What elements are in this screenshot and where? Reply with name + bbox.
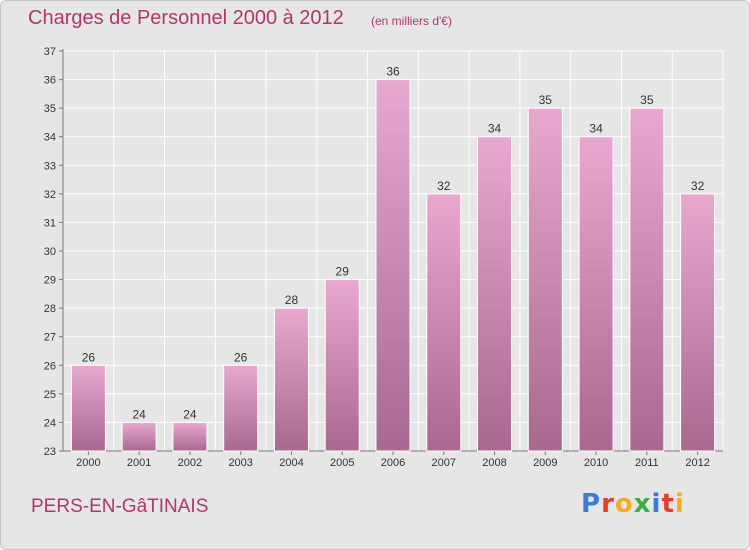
data-label: 32 xyxy=(437,179,451,193)
x-tick-label: 2002 xyxy=(178,457,202,469)
x-tick-label: 2011 xyxy=(635,457,659,469)
y-tick-label: 25 xyxy=(44,389,56,401)
x-tick-label: 2006 xyxy=(381,457,405,469)
x-tick-label: 2000 xyxy=(76,457,100,469)
bar xyxy=(375,79,411,452)
y-tick-label: 23 xyxy=(44,446,56,458)
y-tick-label: 33 xyxy=(44,160,56,172)
bar xyxy=(324,279,360,452)
x-tick-label: 2003 xyxy=(228,457,252,469)
y-tick-label: 24 xyxy=(44,417,56,429)
bar xyxy=(477,136,513,452)
bar xyxy=(70,364,106,452)
data-label: 24 xyxy=(183,407,197,421)
bar xyxy=(578,136,614,452)
town-name: PERS-EN-GâTINAIS xyxy=(31,496,209,517)
x-tick-label: 2005 xyxy=(330,457,354,469)
bar xyxy=(527,107,563,452)
data-label: 26 xyxy=(234,350,248,364)
bar xyxy=(680,193,716,452)
data-label: 34 xyxy=(589,122,603,136)
data-label: 36 xyxy=(386,65,400,79)
y-tick-label: 36 xyxy=(44,75,56,87)
x-tick-label: 2001 xyxy=(127,457,151,469)
x-tick-label: 2004 xyxy=(279,457,303,469)
y-tick-label: 26 xyxy=(44,360,56,372)
y-tick-label: 34 xyxy=(44,132,56,144)
data-labels: 26 24 24 26 28 29 36 32 34 35 34 35 32 xyxy=(82,65,705,422)
proxiti-logo: Proxiti xyxy=(581,489,685,519)
bar xyxy=(629,107,665,452)
data-label: 24 xyxy=(132,407,146,421)
x-tick-label: 2008 xyxy=(482,457,506,469)
logo-letter: r xyxy=(601,489,615,519)
data-label: 35 xyxy=(539,93,553,107)
y-tick-label: 29 xyxy=(44,275,56,287)
logo-letter: t xyxy=(661,489,675,519)
bar xyxy=(172,421,208,452)
data-label: 32 xyxy=(691,179,705,193)
data-label: 26 xyxy=(82,350,96,364)
x-tick-label: 2009 xyxy=(533,457,557,469)
y-tick-label: 32 xyxy=(44,189,56,201)
axes: 23 24 25 26 27 28 29 30 31 32 33 34 35 36 37 2000 2001 20… xyxy=(44,46,723,469)
y-tick-label: 27 xyxy=(44,332,56,344)
bar xyxy=(426,193,462,452)
chart-subtitle: (en milliers d'€) xyxy=(371,14,452,28)
y-tick-label: 28 xyxy=(44,303,56,315)
y-tick-label: 30 xyxy=(44,246,56,258)
logo-letter: i xyxy=(674,489,685,519)
y-tick-label: 37 xyxy=(44,46,56,58)
chart-title: Charges de Personnel 2000 à 2012 xyxy=(28,7,344,29)
x-tick-label: 2007 xyxy=(432,457,456,469)
logo-letter: P xyxy=(581,489,602,519)
data-label: 34 xyxy=(488,122,502,136)
y-tick-label: 35 xyxy=(44,103,56,115)
bars xyxy=(70,79,716,452)
x-tick-label: 2010 xyxy=(584,457,608,469)
bar xyxy=(273,307,309,452)
y-tick-label: 31 xyxy=(44,217,56,229)
data-label: 28 xyxy=(285,293,299,307)
bar xyxy=(121,421,157,452)
data-label: 35 xyxy=(640,93,654,107)
logo-letter: o xyxy=(614,489,634,519)
logo-letter: i xyxy=(651,489,662,519)
data-label: 29 xyxy=(336,265,350,279)
bar xyxy=(223,364,259,452)
logo-letter: x xyxy=(633,489,652,519)
x-tick-label: 2012 xyxy=(685,457,709,469)
